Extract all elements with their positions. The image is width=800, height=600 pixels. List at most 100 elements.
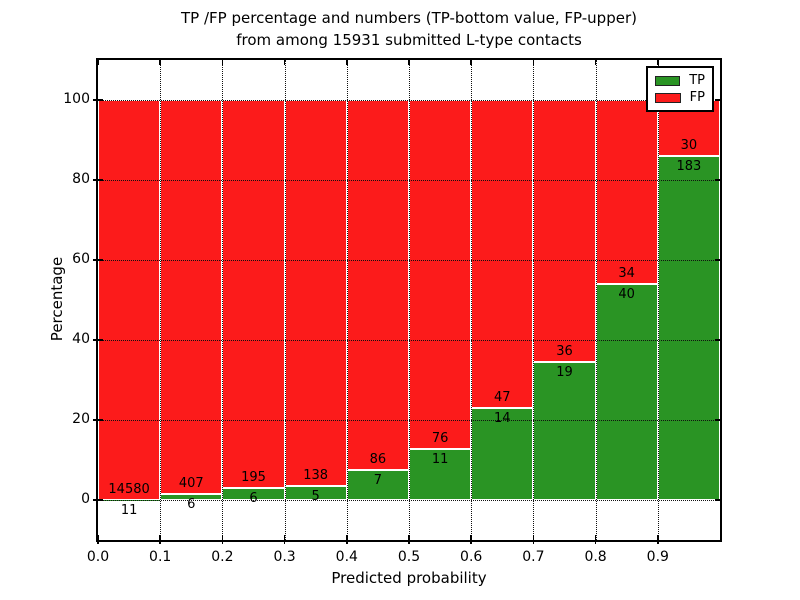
v-gridline [657,60,659,540]
fp-count-label: 407 [178,476,204,492]
tp-count-label: 6 [187,497,196,513]
y-tick-right [715,339,720,341]
fp-bar-segment [222,100,285,489]
x-tick-label: 0.1 [149,549,172,565]
y-tick [98,259,103,261]
x-tick [283,535,286,540]
x-tick [283,540,286,544]
fp-bar-segment [346,100,409,470]
legend-entry-tp: TP [655,74,705,87]
v-gridline [160,60,162,540]
x-tick [159,540,161,544]
y-tick [98,99,103,101]
x-tick [346,535,348,540]
v-gridline [222,60,224,540]
tp-count-label: 11 [120,502,138,518]
x-tick-label: 0.7 [522,549,545,565]
x-tick-label: 0.8 [584,549,607,565]
legend-entry-fp: FP [655,91,705,104]
x-tick-label: 0.5 [397,549,421,565]
legend-label-tp: TP [689,73,705,88]
x-tick [532,535,535,540]
x-tick [532,540,535,544]
y-tick-label: 100 [63,91,90,107]
x-tick-top [97,60,99,65]
y-tick-right [715,259,720,261]
fp-count-label: 30 [680,138,698,154]
v-gridline [595,60,597,540]
y-tick-right [715,179,720,181]
tp-color-swatch [655,75,681,86]
x-tick-top [159,60,161,65]
fp-color-swatch [655,92,681,103]
tp-count-label: 6 [249,491,258,507]
chart-title-line1: TP /FP percentage and numbers (TP-bottom… [181,9,637,27]
fp-count-label: 47 [494,390,511,406]
x-tick-label: 0.4 [335,549,358,565]
y-tick [93,179,97,181]
x-tick-top [657,60,659,65]
y-tick-right [715,99,720,101]
y-tick [98,419,103,421]
fp-bar-segment [409,100,472,450]
v-gridline [284,60,286,540]
x-tick [657,540,659,544]
y-tick-label: 80 [72,171,90,187]
x-tick [97,540,99,544]
y-tick [93,99,97,101]
y-tick [93,499,97,501]
legend: TP FP [646,66,714,112]
x-tick [408,535,410,540]
x-tick-label: 0.2 [211,549,234,565]
y-tick [93,419,97,421]
tp-count-label: 40 [618,286,635,302]
y-tick-right [715,499,720,501]
tp-bar-segment [471,408,534,500]
tp-bar-segment [595,283,658,500]
tp-bar-segment [533,361,596,500]
v-gridline [471,60,473,540]
fp-bar-segment [595,100,658,284]
x-tick-top [346,60,348,65]
y-tick [98,499,103,501]
tp-count-label: 11 [431,452,449,468]
fp-bar-segment [471,100,534,409]
chart-title: TP /FP percentage and numbers (TP-bottom… [181,7,637,51]
y-tick [98,179,103,181]
y-tick [93,259,97,261]
x-tick [221,540,224,544]
plot-area: 14580 11 407 6 195 6 138 5 86 7 76 11 47 14 36 19 34 40 30… [98,60,720,540]
x-tick-label: 0.6 [460,549,483,565]
y-tick [98,339,103,341]
v-gridline [533,60,535,540]
x-tick [594,540,597,544]
chart-title-line2: from among 15931 submitted L-type contac… [236,31,582,49]
tp-bar-segment [657,156,720,500]
y-tick [93,339,97,341]
y-tick-label: 0 [81,491,90,507]
fp-count-label: 14580 [108,481,150,497]
x-tick-top [283,60,286,65]
fp-count-label: 86 [369,451,387,467]
y-tick-right [715,419,720,421]
tp-count-label: 14 [494,411,511,427]
fp-bar-segment [533,100,596,362]
fp-count-label: 76 [431,431,449,447]
tp-count-label: 5 [311,489,320,504]
x-tick [470,535,472,540]
v-gridline [346,60,348,540]
fp-count-label: 34 [618,265,635,281]
x-tick-label: 0.0 [86,549,110,565]
x-tick [346,540,348,544]
fp-count-label: 36 [556,343,573,359]
fp-bar-segment [160,100,223,495]
tp-count-label: 183 [676,159,702,175]
x-tick-top [470,60,472,65]
legend-label-fp: FP [689,90,705,105]
fp-bar-segment [98,100,161,500]
x-tick-top [408,60,410,65]
fp-bar-segment [284,100,347,486]
x-tick [408,540,410,544]
x-tick [470,540,472,544]
